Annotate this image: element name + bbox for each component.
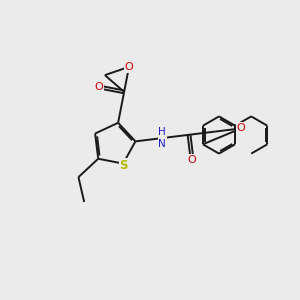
- Text: S: S: [119, 159, 128, 172]
- Text: O: O: [188, 155, 197, 165]
- Text: O: O: [237, 123, 245, 134]
- Text: O: O: [124, 62, 134, 72]
- Text: O: O: [95, 82, 103, 92]
- Text: H
N: H N: [158, 127, 166, 149]
